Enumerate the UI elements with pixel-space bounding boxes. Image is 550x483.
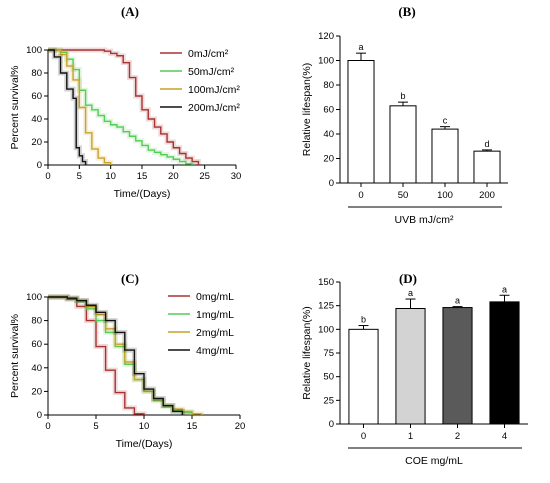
y-axis-title: Percent survival% xyxy=(9,65,21,149)
x-tick-label: 2 xyxy=(455,431,460,442)
y-tick-label: 100 xyxy=(318,56,334,67)
y-axis-title: Relative lifespan(%) xyxy=(301,63,313,156)
x-tick-label: 1 xyxy=(408,431,413,442)
bar-1 xyxy=(395,308,426,425)
x-tick-label: 0 xyxy=(358,190,363,201)
panel-label-a: (A) xyxy=(121,4,139,19)
x-tick-label: 20 xyxy=(235,421,246,432)
legend-label-1: 50mJ/cm² xyxy=(188,66,235,78)
y-tick-label: 40 xyxy=(323,129,334,140)
x-tick-label: 25 xyxy=(199,171,210,182)
bar-4 xyxy=(489,301,520,425)
x-axis-title: Time/(Days) xyxy=(114,188,171,200)
y-tick-label: 80 xyxy=(31,316,42,327)
legend-label-2: 2mg/mL xyxy=(196,327,234,339)
x-tick-label: 10 xyxy=(105,171,116,182)
y-tick-label: 80 xyxy=(31,68,42,79)
series-line-3 xyxy=(48,49,87,165)
bar-2 xyxy=(442,307,473,425)
significance-letter: a xyxy=(455,296,460,306)
x-axis-title: Time/(Days) xyxy=(116,438,173,450)
x-tick-label: 20 xyxy=(168,171,179,182)
y-tick-label: 0 xyxy=(329,178,334,189)
x-tick-label: 100 xyxy=(437,190,453,201)
y-tick-label: 60 xyxy=(31,91,42,102)
y-tick-label: 125 xyxy=(318,301,334,312)
significance-letter: a xyxy=(358,42,363,52)
x-tick-label: 10 xyxy=(139,421,150,432)
legend-label-0: 0mg/mL xyxy=(196,291,234,303)
series-line-3 xyxy=(48,296,184,415)
y-tick-label: 20 xyxy=(323,154,334,165)
panel-label-b: (B) xyxy=(398,4,415,19)
x-tick-label: 0 xyxy=(45,171,50,182)
y-axis-title: Relative lifespan(%) xyxy=(301,306,313,399)
significance-letter: a xyxy=(502,284,507,294)
y-tick-label: 0 xyxy=(37,410,42,421)
y-tick-label: 40 xyxy=(31,363,42,374)
panel-label-d: (D) xyxy=(399,271,417,286)
significance-letter: d xyxy=(484,139,489,149)
significance-letter: b xyxy=(400,91,405,101)
y-tick-label: 80 xyxy=(323,80,334,91)
y-tick-label: 120 xyxy=(318,31,334,42)
series-band-3 xyxy=(48,294,185,415)
y-tick-label: 25 xyxy=(323,395,334,406)
y-tick-label: 150 xyxy=(318,277,334,288)
panel-label-c: (C) xyxy=(121,271,139,286)
y-tick-label: 100 xyxy=(318,324,334,335)
series-line-0 xyxy=(48,49,200,165)
y-tick-label: 20 xyxy=(31,137,42,148)
y-tick-label: 60 xyxy=(31,339,42,350)
y-tick-label: 100 xyxy=(26,45,42,56)
legend-label-0: 0mJ/cm² xyxy=(188,48,229,60)
bar-200 xyxy=(473,150,501,184)
bar-50 xyxy=(389,105,417,184)
y-tick-label: 100 xyxy=(26,292,42,303)
x-tick-label: 0 xyxy=(45,421,50,432)
x-tick-label: 200 xyxy=(479,190,495,201)
series-line-2 xyxy=(48,49,112,165)
x-axis-title: COE mg/mL xyxy=(405,455,463,467)
x-tick-label: 5 xyxy=(77,171,82,182)
legend-label-2: 100mJ/cm² xyxy=(188,84,240,96)
legend-label-1: 1mg/mL xyxy=(196,309,234,321)
x-tick-label: 15 xyxy=(187,421,198,432)
significance-letter: b xyxy=(361,315,366,325)
x-tick-label: 15 xyxy=(137,171,148,182)
y-tick-label: 40 xyxy=(31,114,42,125)
series-line-1 xyxy=(48,49,193,165)
y-tick-label: 0 xyxy=(37,160,42,171)
x-tick-label: 30 xyxy=(231,171,242,182)
x-tick-label: 0 xyxy=(361,431,366,442)
y-tick-label: 50 xyxy=(323,372,334,383)
bar-0 xyxy=(347,60,375,184)
bar-0 xyxy=(348,328,379,425)
y-tick-label: 0 xyxy=(329,419,334,430)
x-axis-title: UVB mJ/cm² xyxy=(395,214,454,226)
x-tick-label: 50 xyxy=(398,190,409,201)
bar-100 xyxy=(431,128,459,184)
x-tick-label: 4 xyxy=(502,431,507,442)
y-tick-label: 20 xyxy=(31,386,42,397)
x-tick-label: 5 xyxy=(93,421,98,432)
y-axis-title: Percent survival% xyxy=(9,314,21,398)
significance-letter: c xyxy=(443,116,448,126)
legend-label-3: 4mg/mL xyxy=(196,345,234,357)
y-tick-label: 75 xyxy=(323,348,334,359)
legend-label-3: 200mJ/cm² xyxy=(188,102,240,114)
y-tick-label: 60 xyxy=(323,105,334,116)
significance-letter: a xyxy=(408,288,413,298)
